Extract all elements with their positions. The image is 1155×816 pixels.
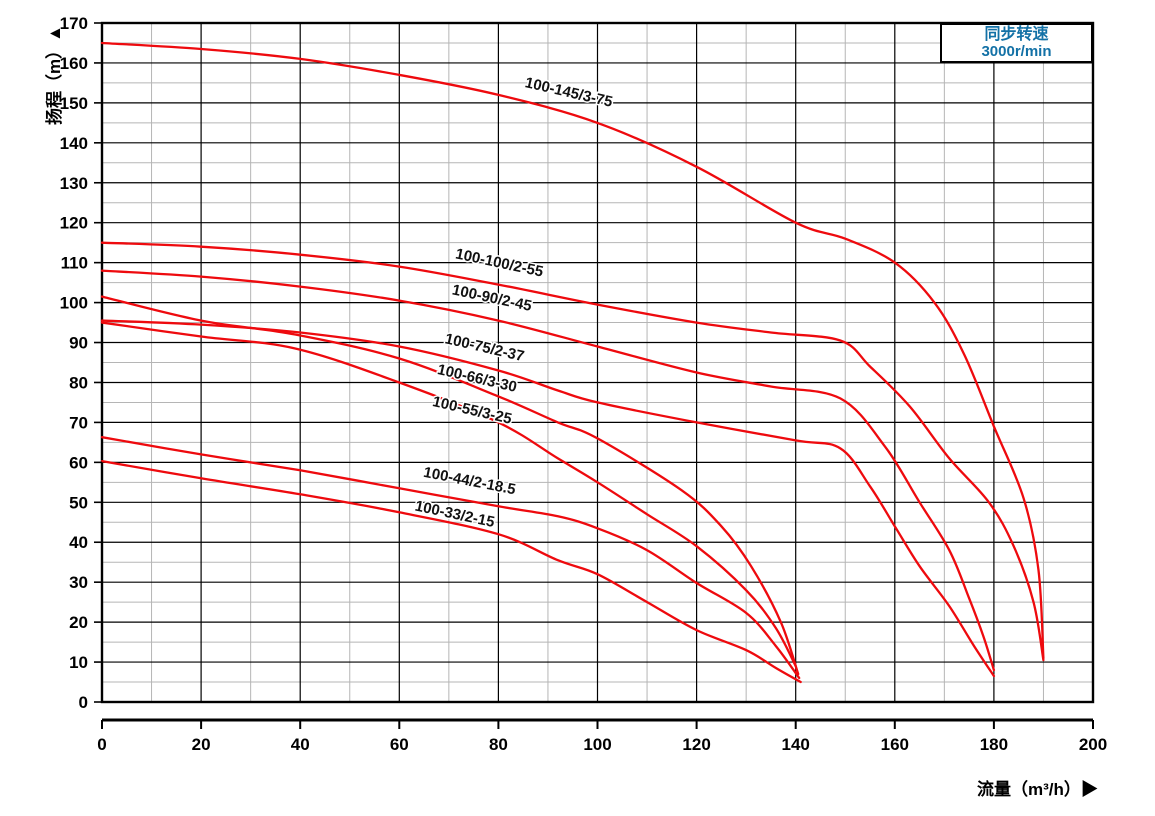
curve-label-100-44-2-18-5: 100-44/2-18.5: [422, 464, 517, 499]
legend-speed-label: 同步转速: [984, 25, 1049, 43]
curve-label-100-100-2-55: 100-100/2-55: [454, 245, 545, 280]
curve-100-55-3-25: [100, 321, 797, 668]
y-tick-label: 30: [69, 573, 88, 592]
y-tick-label: 150: [60, 94, 88, 113]
x-axis-title: 流量（m³/h）▶: [977, 780, 1098, 799]
y-tick-label: 20: [69, 613, 88, 632]
y-tick-label: 140: [60, 134, 88, 153]
y-tick-label: 60: [69, 453, 88, 472]
y-tick-label: 10: [69, 653, 88, 672]
plot-border: [100, 21, 1095, 704]
x-tick-label: 200: [1079, 735, 1107, 754]
y-tick-label: 50: [69, 493, 88, 512]
curve-100-100-2-55: [100, 241, 1045, 662]
curve-label-100-66-3-30: 100-66/3-30: [436, 361, 519, 396]
x-tick-label: 100: [583, 735, 611, 754]
curve-100-90-2-45: [100, 269, 996, 672]
x-tick-label: 60: [390, 735, 409, 754]
x-tick-label: 120: [682, 735, 710, 754]
x-tick-label: 0: [97, 735, 106, 754]
curve-label-100-90-2-45: 100-90/2-45: [451, 281, 534, 314]
x-tick-label: 40: [291, 735, 310, 754]
y-tick-label: 100: [60, 294, 88, 313]
y-tick-label: 110: [61, 254, 88, 273]
y-tick-label: 80: [69, 373, 88, 392]
legend-speed-value: 3000r/min: [981, 42, 1052, 60]
x-tick-label: 160: [881, 735, 909, 754]
curve-100-145-3-75: [100, 41, 1045, 660]
y-tick-label: 90: [69, 334, 88, 353]
x-tick-label: 20: [192, 735, 211, 754]
y-tick-label: 170: [60, 14, 88, 33]
y-axis-title: 扬程（m）▲: [45, 25, 64, 125]
y-tick-label: 130: [60, 174, 88, 193]
y-tick-label: 0: [79, 693, 88, 712]
curve-100-44-2-18-5: [100, 436, 801, 680]
x-tick-label: 180: [980, 735, 1008, 754]
y-tick-label: 120: [60, 214, 88, 233]
curve-100-33-2-15: [100, 460, 802, 684]
curve-100-66-3-30: [100, 295, 800, 676]
y-tick-label: 40: [69, 533, 88, 552]
legend-box: 同步转速 3000r/min: [940, 23, 1093, 63]
y-tick-label: 70: [69, 413, 88, 432]
x-tick-label: 140: [782, 735, 810, 754]
curve-100-75-2-37: [100, 319, 996, 678]
y-tick-label: 160: [60, 54, 88, 73]
x-tick-label: 80: [489, 735, 508, 754]
